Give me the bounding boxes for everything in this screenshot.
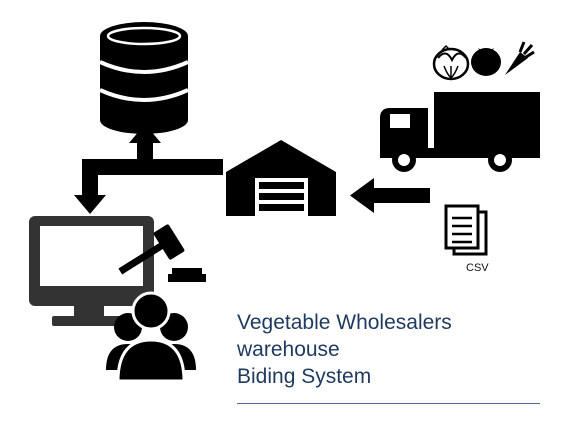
carrot-icon [505, 41, 535, 75]
title-line-1: Vegetable Wholesalers [237, 311, 452, 334]
cabbage-icon [432, 44, 470, 81]
gavel-icon [118, 224, 206, 282]
system-title: Vegetable Wholesalers warehouse Biding S… [237, 309, 542, 390]
monitor-icon [29, 216, 154, 326]
title-line-2: warehouse [237, 338, 340, 361]
document-csv-icon [444, 204, 488, 256]
title-underline [237, 403, 540, 404]
title-line-3: Biding System [237, 365, 372, 388]
truck-icon [380, 92, 540, 172]
users-group-icon [106, 291, 196, 383]
tomato-icon [471, 48, 501, 76]
flow-arrow-warehouse-to-db-and-monitor [74, 124, 223, 214]
flow-arrow-truck-to-warehouse [350, 178, 430, 213]
warehouse-icon [226, 140, 336, 216]
database-icon [99, 22, 189, 134]
csv-file-label: CSV [466, 262, 489, 274]
